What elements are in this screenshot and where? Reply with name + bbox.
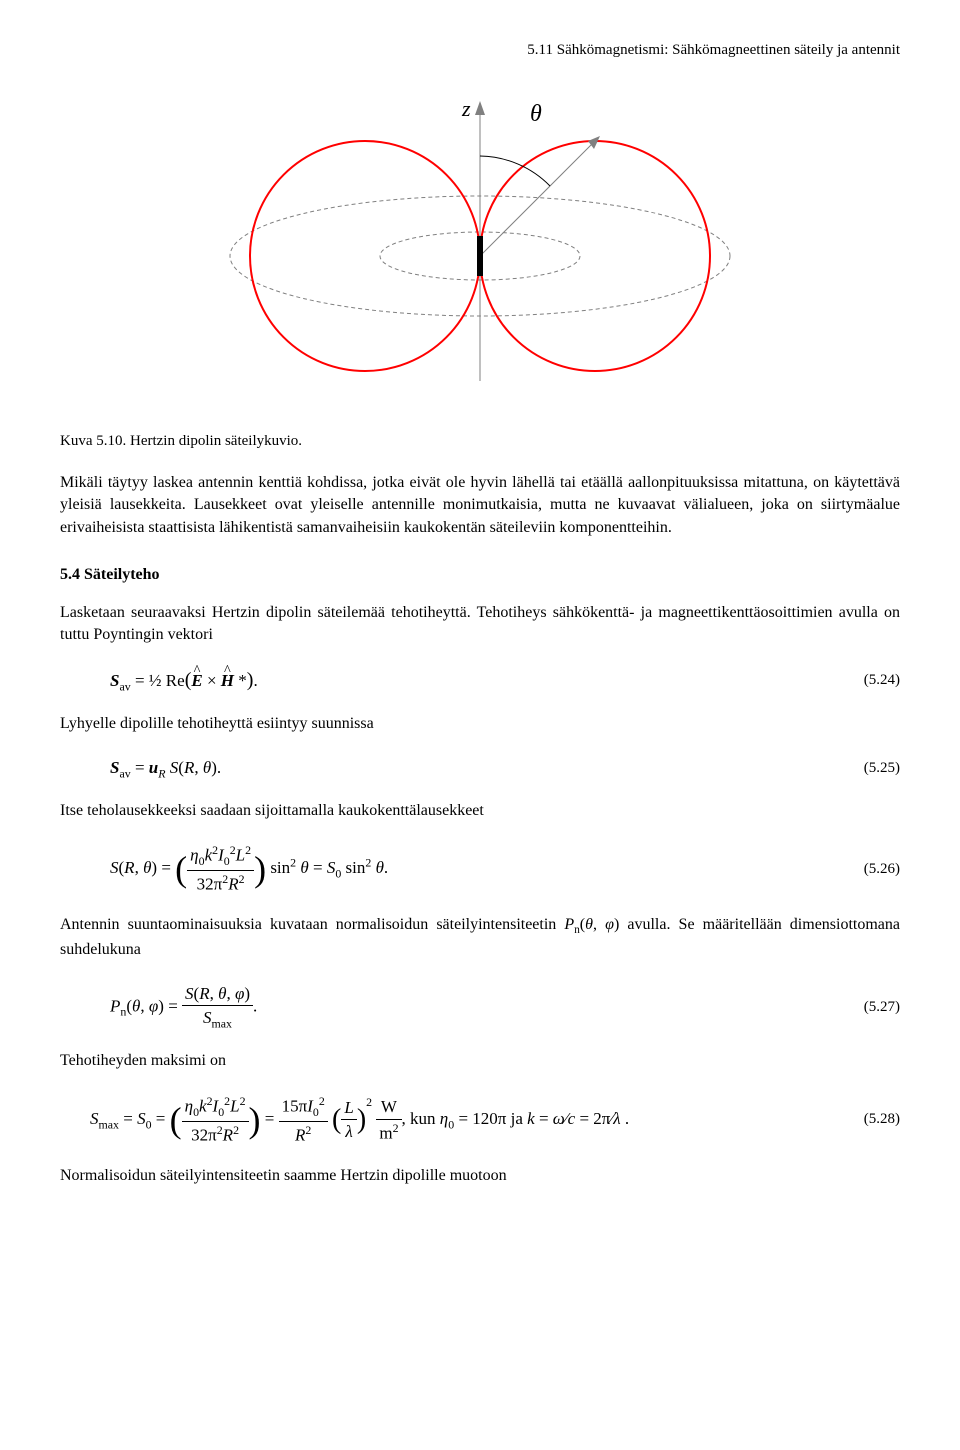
eq28-tail2: ja bbox=[506, 1109, 527, 1128]
paragraph-direction: Lyhyelle dipolille tehotiheyttä esiintyy… bbox=[60, 713, 900, 735]
section-heading: 5.4 Säteilyteho bbox=[60, 564, 900, 586]
section-title: Säteilyteho bbox=[84, 566, 160, 583]
para5-a: Antennin suuntaominaisuuksia kuvataan no… bbox=[60, 916, 564, 933]
paragraph-normalized: Antennin suuntaominaisuuksia kuvataan no… bbox=[60, 914, 900, 961]
equation-5-24: Sav = ½ Re(E × H *). (5.24) bbox=[110, 666, 900, 695]
equation-5-27: Pn(θ, φ) = S(R, θ, φ) Smax . (5.27) bbox=[110, 982, 900, 1033]
eq-number: (5.28) bbox=[840, 1109, 900, 1130]
equation-5-26: S(R, θ) = ( η0k2I02L2 32π2R2 ) sin2 θ = … bbox=[110, 842, 900, 896]
dipole-pattern-svg: z θ bbox=[200, 81, 760, 411]
z-axis-label: z bbox=[461, 96, 471, 121]
paragraph-final: Normalisoidun säteilyintensiteetin saamm… bbox=[60, 1165, 900, 1187]
eq-body: Pn(θ, φ) = S(R, θ, φ) Smax . bbox=[110, 982, 840, 1033]
eq28-tail: , kun bbox=[402, 1109, 440, 1128]
equation-5-28: Smax = S0 = ( η0k2I02L2 32π2R2 ) = 15πI0… bbox=[90, 1093, 900, 1147]
eq-number: (5.27) bbox=[840, 997, 900, 1018]
paragraph-poynting: Lasketaan seuraavaksi Hertzin dipolin sä… bbox=[60, 602, 900, 647]
eq-body: Sav = uR S(R, θ). bbox=[110, 756, 840, 782]
section-number: 5.4 bbox=[60, 566, 80, 583]
radiation-pattern-figure: z θ bbox=[60, 81, 900, 411]
eq-body: Smax = S0 = ( η0k2I02L2 32π2R2 ) = 15πI0… bbox=[90, 1093, 840, 1147]
eq-number: (5.25) bbox=[840, 758, 900, 779]
eq-body: Sav = ½ Re(E × H *). bbox=[110, 666, 840, 695]
paragraph-max: Tehotiheyden maksimi on bbox=[60, 1050, 900, 1072]
eq-number: (5.26) bbox=[840, 859, 900, 880]
eq-body: S(R, θ) = ( η0k2I02L2 32π2R2 ) sin2 θ = … bbox=[110, 842, 840, 896]
equation-5-25: Sav = uR S(R, θ). (5.25) bbox=[110, 756, 900, 782]
paragraph-subst: Itse teholausekkeeksi saadaan sijoittama… bbox=[60, 800, 900, 822]
paragraph-intro: Mikäli täytyy laskea antennin kenttiä ko… bbox=[60, 472, 900, 539]
running-header: 5.11 Sähkömagnetismi: Sähkömagneettinen … bbox=[60, 40, 900, 61]
figure-caption: Kuva 5.10. Hertzin dipolin säteilykuvio. bbox=[60, 431, 900, 452]
eq-number: (5.24) bbox=[840, 670, 900, 691]
theta-label: θ bbox=[530, 101, 542, 127]
